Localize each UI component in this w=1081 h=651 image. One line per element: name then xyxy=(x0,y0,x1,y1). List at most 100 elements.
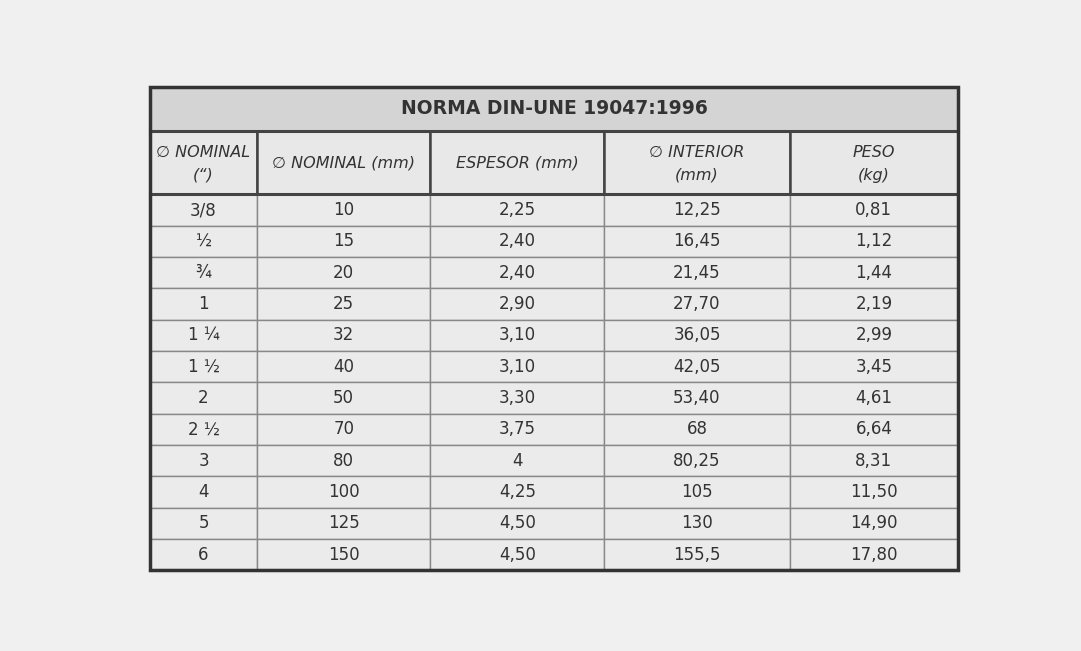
Text: 6,64: 6,64 xyxy=(855,421,892,438)
Text: 40: 40 xyxy=(333,358,355,376)
Text: 1: 1 xyxy=(198,295,209,313)
Bar xyxy=(790,414,958,445)
Bar xyxy=(150,320,257,351)
Bar xyxy=(790,131,958,195)
Bar xyxy=(430,131,604,195)
Bar xyxy=(257,226,430,257)
Text: 125: 125 xyxy=(328,514,360,533)
Bar xyxy=(150,288,257,320)
Bar xyxy=(257,382,430,414)
Text: 4: 4 xyxy=(512,452,522,470)
Bar xyxy=(150,539,257,570)
Bar xyxy=(150,131,257,195)
Text: 3,30: 3,30 xyxy=(498,389,536,407)
Bar xyxy=(790,257,958,288)
Bar xyxy=(257,131,430,195)
Text: 1,44: 1,44 xyxy=(855,264,892,282)
Text: 4,50: 4,50 xyxy=(498,546,536,564)
Bar xyxy=(604,288,790,320)
Bar xyxy=(430,508,604,539)
Bar xyxy=(257,508,430,539)
Bar xyxy=(430,445,604,477)
Text: 3,45: 3,45 xyxy=(855,358,892,376)
Bar xyxy=(257,288,430,320)
Bar xyxy=(790,508,958,539)
Text: 2,40: 2,40 xyxy=(498,232,536,251)
Text: 16,45: 16,45 xyxy=(673,232,721,251)
Text: 2,40: 2,40 xyxy=(498,264,536,282)
Text: ¾: ¾ xyxy=(196,264,212,282)
Bar xyxy=(604,226,790,257)
Bar xyxy=(430,477,604,508)
Text: NORMA DIN-UNE 19047:1996: NORMA DIN-UNE 19047:1996 xyxy=(401,100,707,118)
Bar xyxy=(604,508,790,539)
Bar xyxy=(604,477,790,508)
Text: 100: 100 xyxy=(328,483,360,501)
Text: 2,99: 2,99 xyxy=(855,326,892,344)
Bar xyxy=(790,226,958,257)
Text: 70: 70 xyxy=(333,421,355,438)
Text: 2 ½: 2 ½ xyxy=(187,421,219,438)
Bar xyxy=(604,351,790,382)
Bar xyxy=(790,195,958,226)
Bar xyxy=(430,257,604,288)
Text: 2: 2 xyxy=(198,389,209,407)
Bar xyxy=(150,226,257,257)
Text: 14,90: 14,90 xyxy=(850,514,897,533)
Bar xyxy=(604,131,790,195)
Text: ∅ NOMINAL: ∅ NOMINAL xyxy=(157,145,251,160)
Text: 3/8: 3/8 xyxy=(190,201,217,219)
Bar xyxy=(257,414,430,445)
Text: 25: 25 xyxy=(333,295,355,313)
Bar xyxy=(790,288,958,320)
Text: 27,70: 27,70 xyxy=(673,295,721,313)
Bar xyxy=(257,445,430,477)
Bar xyxy=(430,539,604,570)
Bar xyxy=(604,382,790,414)
Bar xyxy=(150,195,257,226)
Text: 5: 5 xyxy=(198,514,209,533)
Bar xyxy=(604,414,790,445)
Text: 1 ¼: 1 ¼ xyxy=(188,326,219,344)
Bar xyxy=(604,195,790,226)
Text: 0,81: 0,81 xyxy=(855,201,892,219)
Text: (kg): (kg) xyxy=(858,168,890,183)
Text: 80,25: 80,25 xyxy=(673,452,721,470)
Text: 36,05: 36,05 xyxy=(673,326,721,344)
Text: 6: 6 xyxy=(198,546,209,564)
Text: 8,31: 8,31 xyxy=(855,452,893,470)
Text: ∅ INTERIOR: ∅ INTERIOR xyxy=(650,145,745,160)
Text: 3,75: 3,75 xyxy=(498,421,536,438)
Bar xyxy=(257,195,430,226)
Bar xyxy=(604,257,790,288)
Bar xyxy=(257,351,430,382)
Text: 1 ½: 1 ½ xyxy=(187,358,219,376)
Bar xyxy=(150,477,257,508)
Text: 150: 150 xyxy=(328,546,360,564)
Bar xyxy=(604,320,790,351)
Text: 4,25: 4,25 xyxy=(498,483,536,501)
Text: 3: 3 xyxy=(198,452,209,470)
Text: 53,40: 53,40 xyxy=(673,389,721,407)
Text: 155,5: 155,5 xyxy=(673,546,721,564)
Bar xyxy=(257,539,430,570)
Text: 21,45: 21,45 xyxy=(673,264,721,282)
Text: 20: 20 xyxy=(333,264,355,282)
Bar xyxy=(430,414,604,445)
Bar xyxy=(430,320,604,351)
Bar xyxy=(790,382,958,414)
Bar xyxy=(150,382,257,414)
Text: 12,25: 12,25 xyxy=(673,201,721,219)
Bar xyxy=(790,539,958,570)
Text: 4: 4 xyxy=(198,483,209,501)
Bar xyxy=(150,87,958,131)
Bar xyxy=(604,445,790,477)
Text: 2,25: 2,25 xyxy=(498,201,536,219)
Bar xyxy=(790,477,958,508)
Bar xyxy=(430,351,604,382)
Bar xyxy=(150,508,257,539)
Text: (mm): (mm) xyxy=(676,168,719,183)
Text: 2,90: 2,90 xyxy=(498,295,536,313)
Text: 3,10: 3,10 xyxy=(498,326,536,344)
Text: ESPESOR (mm): ESPESOR (mm) xyxy=(456,155,578,170)
